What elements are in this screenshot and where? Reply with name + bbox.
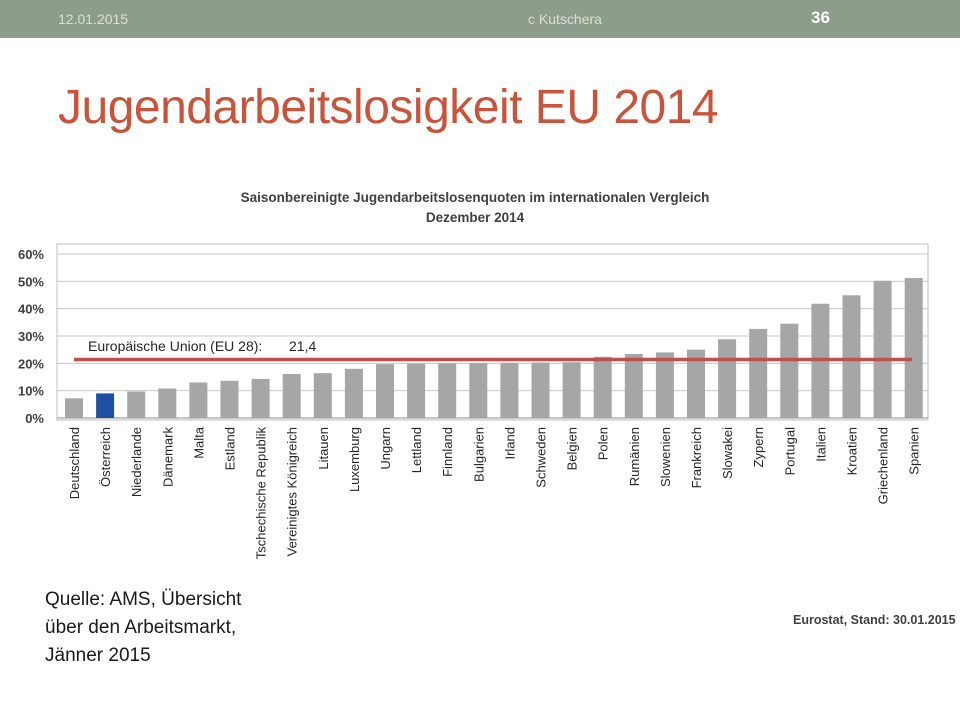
x-category-label: Tschechische Republik bbox=[254, 427, 269, 560]
x-category-label: Belgien bbox=[565, 427, 580, 470]
eurostat-source: Eurostat, Stand: 30.01.2015 bbox=[793, 613, 956, 627]
plot-area bbox=[56, 243, 929, 421]
bar-3 bbox=[127, 391, 146, 418]
x-category-label: Irland bbox=[502, 427, 517, 460]
x-category-label: Spanien bbox=[907, 427, 922, 475]
x-category-label: Niederlande bbox=[129, 427, 144, 497]
x-category-label: Ungarn bbox=[378, 427, 393, 470]
x-category-label: Lettland bbox=[409, 427, 424, 473]
bar-6 bbox=[220, 380, 239, 418]
header-date: 12.01.2015 bbox=[58, 11, 129, 27]
x-category-label: Litauen bbox=[316, 427, 331, 470]
source-note-line: Jänner 2015 bbox=[45, 645, 151, 666]
x-axis-labels: Deutschland Österreich Niederlande Dänemark… bbox=[67, 426, 922, 559]
x-category-label: Dänemark bbox=[160, 427, 175, 487]
bar-24 bbox=[780, 323, 799, 418]
bar-23 bbox=[749, 328, 768, 418]
header-page-number: 36 bbox=[811, 8, 830, 27]
bar-26 bbox=[842, 295, 861, 418]
source-note: Quelle: AMS, Übersicht über den Arbeitsm… bbox=[45, 586, 325, 670]
bar-15 bbox=[500, 362, 519, 418]
bar-9 bbox=[313, 373, 332, 418]
slide-title: Jugendarbeitslosigkeit EU 2014 bbox=[58, 81, 719, 134]
x-category-label: Österreich bbox=[98, 427, 113, 487]
x-category-label: Malta bbox=[191, 426, 206, 459]
y-tick-label: 0% bbox=[25, 411, 44, 426]
eu-average-label: Europäische Union (EU 28): bbox=[88, 338, 262, 354]
bar-16 bbox=[531, 362, 550, 418]
chart-subtitle: Dezember 2014 bbox=[426, 210, 525, 225]
bar-8 bbox=[282, 373, 301, 418]
y-axis-ticks: 0% 10% 20% 30% 40% 50% 60% bbox=[18, 247, 44, 426]
bar-11 bbox=[376, 364, 394, 418]
x-category-label: Kroatien bbox=[845, 427, 860, 475]
header-bar: 12.01.2015 c Kutschera 36 bbox=[0, 0, 960, 38]
bar-1 bbox=[65, 398, 83, 418]
bar-12 bbox=[407, 363, 426, 418]
x-category-label: Portugal bbox=[782, 427, 797, 476]
x-category-label: Zypern bbox=[751, 427, 766, 467]
bar-20 bbox=[655, 352, 674, 418]
bar-19 bbox=[624, 354, 643, 418]
x-category-label: Italien bbox=[813, 427, 828, 462]
y-tick-label: 40% bbox=[18, 302, 44, 317]
x-category-label: Frankreich bbox=[689, 427, 704, 488]
x-category-label: Rumänien bbox=[627, 427, 642, 486]
bar-28 bbox=[904, 278, 923, 418]
y-tick-label: 10% bbox=[18, 384, 44, 399]
header-author: c Kutschera bbox=[528, 11, 602, 27]
source-note-line: Quelle: AMS, Übersicht bbox=[45, 589, 242, 610]
bar-22 bbox=[718, 339, 737, 418]
chart-title: Saisonbereinigte Jugendarbeitslosenquote… bbox=[241, 190, 710, 205]
bar-14 bbox=[469, 363, 488, 418]
x-category-label: Griechenland bbox=[876, 427, 891, 504]
x-category-label: Polen bbox=[596, 427, 611, 460]
x-category-label: Deutschland bbox=[67, 427, 82, 499]
bar-10 bbox=[344, 368, 363, 418]
bar-4 bbox=[158, 388, 177, 418]
y-tick-label: 20% bbox=[18, 356, 44, 371]
y-tick-label: 30% bbox=[18, 329, 44, 344]
source-note-line: über den Arbeitsmarkt, bbox=[45, 617, 237, 638]
y-tick-label: 60% bbox=[18, 247, 44, 262]
x-category-label: Slowenien bbox=[658, 427, 673, 487]
x-category-label: Schweden bbox=[534, 427, 549, 488]
eu-average-value: 21,4 bbox=[289, 338, 316, 354]
y-tick-label: 50% bbox=[18, 274, 44, 289]
bar-27 bbox=[873, 280, 892, 418]
x-category-label: Bulgarien bbox=[471, 427, 486, 482]
x-category-label: Estland bbox=[223, 427, 238, 470]
bar-5 bbox=[189, 382, 208, 418]
x-category-label: Vereinigtes Königreich bbox=[285, 427, 300, 556]
bar-17 bbox=[562, 362, 581, 418]
bar-21 bbox=[687, 349, 705, 418]
x-category-label: Finnland bbox=[440, 427, 455, 477]
bar-2 bbox=[96, 393, 115, 418]
x-category-label: Luxemburg bbox=[347, 427, 362, 492]
bar-13 bbox=[438, 363, 457, 418]
bar-7 bbox=[251, 378, 270, 418]
bar-18 bbox=[593, 356, 612, 418]
x-category-label: Slowakei bbox=[720, 427, 735, 479]
